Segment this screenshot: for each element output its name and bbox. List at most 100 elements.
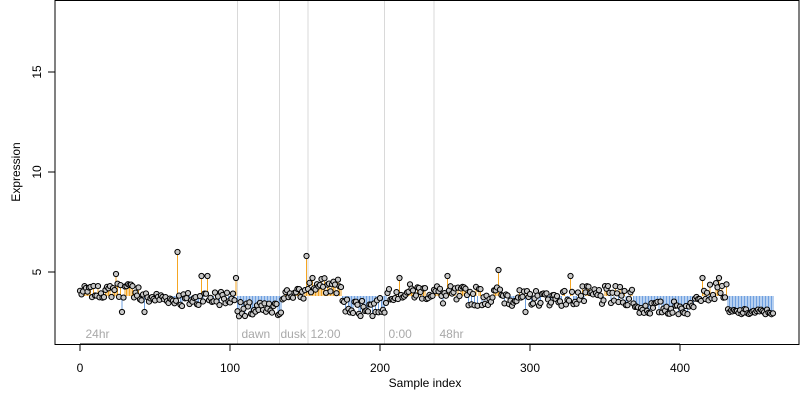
- data-point: [421, 285, 429, 292]
- data-point: [223, 289, 231, 296]
- annotation-label: dusk: [281, 327, 307, 341]
- data-point: [108, 293, 115, 301]
- data-point: [184, 289, 192, 297]
- data-point: [628, 286, 636, 293]
- data-point: [204, 272, 211, 280]
- data-point: [211, 289, 219, 296]
- data-point: [273, 300, 280, 308]
- data-point: [625, 295, 633, 302]
- annotation-label: 0:00: [389, 327, 413, 341]
- data-point: [382, 299, 390, 307]
- x-tick-label: 300: [520, 361, 540, 375]
- data-point: [519, 293, 526, 300]
- data-point: [174, 248, 181, 256]
- data-point: [333, 290, 340, 297]
- data-point: [717, 289, 724, 297]
- data-point: [120, 294, 127, 301]
- data-point: [229, 290, 237, 297]
- data-point: [393, 289, 400, 296]
- data-point: [469, 290, 477, 298]
- y-axis-title: Expression: [9, 142, 23, 201]
- data-point: [118, 308, 126, 316]
- data-point: [196, 293, 204, 300]
- data-point: [715, 274, 723, 282]
- data-point: [565, 297, 573, 304]
- data-point: [327, 288, 334, 295]
- data-point: [334, 276, 342, 283]
- data-point: [135, 284, 142, 291]
- x-tick-label: 400: [670, 361, 690, 375]
- data-point: [199, 298, 207, 305]
- annotations: 24hr dawn dusk 12:00 0:00 48hr: [86, 327, 464, 341]
- data-point: [138, 297, 145, 304]
- y-tick-label: 5: [30, 268, 44, 275]
- data-point: [216, 301, 223, 309]
- data-point: [489, 294, 496, 301]
- data-point: [522, 308, 529, 316]
- data-point: [723, 281, 730, 288]
- data-point: [112, 270, 120, 278]
- x-tick-label: 100: [220, 361, 240, 375]
- data-point: [477, 286, 484, 293]
- data-point: [496, 286, 504, 293]
- data-point: [309, 274, 316, 282]
- data-point: [436, 285, 444, 292]
- data-point: [444, 272, 451, 280]
- data-point: [357, 312, 364, 320]
- data-point: [241, 312, 249, 320]
- data-point: [300, 295, 307, 302]
- x-axis-title: Sample index: [389, 376, 462, 390]
- data-point: [721, 294, 729, 301]
- data-point: [699, 274, 706, 282]
- data-point: [198, 272, 205, 280]
- data-point: [195, 301, 202, 309]
- data-point: [495, 266, 502, 274]
- data-point: [409, 287, 417, 294]
- data-point: [396, 274, 403, 282]
- data-point: [604, 282, 612, 290]
- data-point: [646, 310, 654, 317]
- data-point: [321, 275, 328, 282]
- data-point: [618, 292, 625, 299]
- plot-frame: [54, 0, 800, 345]
- y-tick-label: 10: [30, 165, 44, 179]
- data-point: [547, 299, 555, 306]
- data-point: [364, 308, 372, 315]
- data-point: [526, 291, 534, 298]
- data-point: [585, 283, 592, 290]
- data-point: [567, 272, 574, 280]
- data-point: [376, 295, 384, 302]
- data-point: [690, 304, 697, 311]
- data-point: [172, 297, 180, 304]
- data-point: [462, 285, 469, 292]
- data-point: [358, 297, 366, 305]
- data-point: [303, 252, 310, 260]
- data-point: [306, 279, 313, 287]
- data-point: [231, 297, 238, 304]
- data-point: [711, 295, 718, 303]
- data-point: [684, 310, 691, 318]
- data-point: [595, 287, 603, 294]
- data-point: [237, 299, 244, 306]
- data-point: [568, 288, 576, 295]
- data-point: [657, 298, 664, 305]
- data-point: [439, 300, 447, 307]
- data-point: [94, 282, 102, 290]
- data-point: [621, 287, 628, 295]
- y-tick-label: 15: [30, 65, 44, 79]
- data-point: [349, 309, 357, 317]
- data-point: [307, 289, 315, 296]
- data-point: [456, 292, 463, 300]
- data-point: [442, 292, 450, 299]
- annotation-label: 48hr: [440, 327, 464, 341]
- data-point: [553, 293, 561, 300]
- data-point: [202, 290, 210, 297]
- x-tick-label: 0: [77, 361, 84, 375]
- data-point: [381, 309, 388, 316]
- data-point: [337, 283, 345, 291]
- data-point: [277, 309, 285, 316]
- vertical-guides: [237, 1, 435, 344]
- data-point: [543, 290, 550, 297]
- data-point: [597, 292, 604, 299]
- data-point: [561, 287, 568, 295]
